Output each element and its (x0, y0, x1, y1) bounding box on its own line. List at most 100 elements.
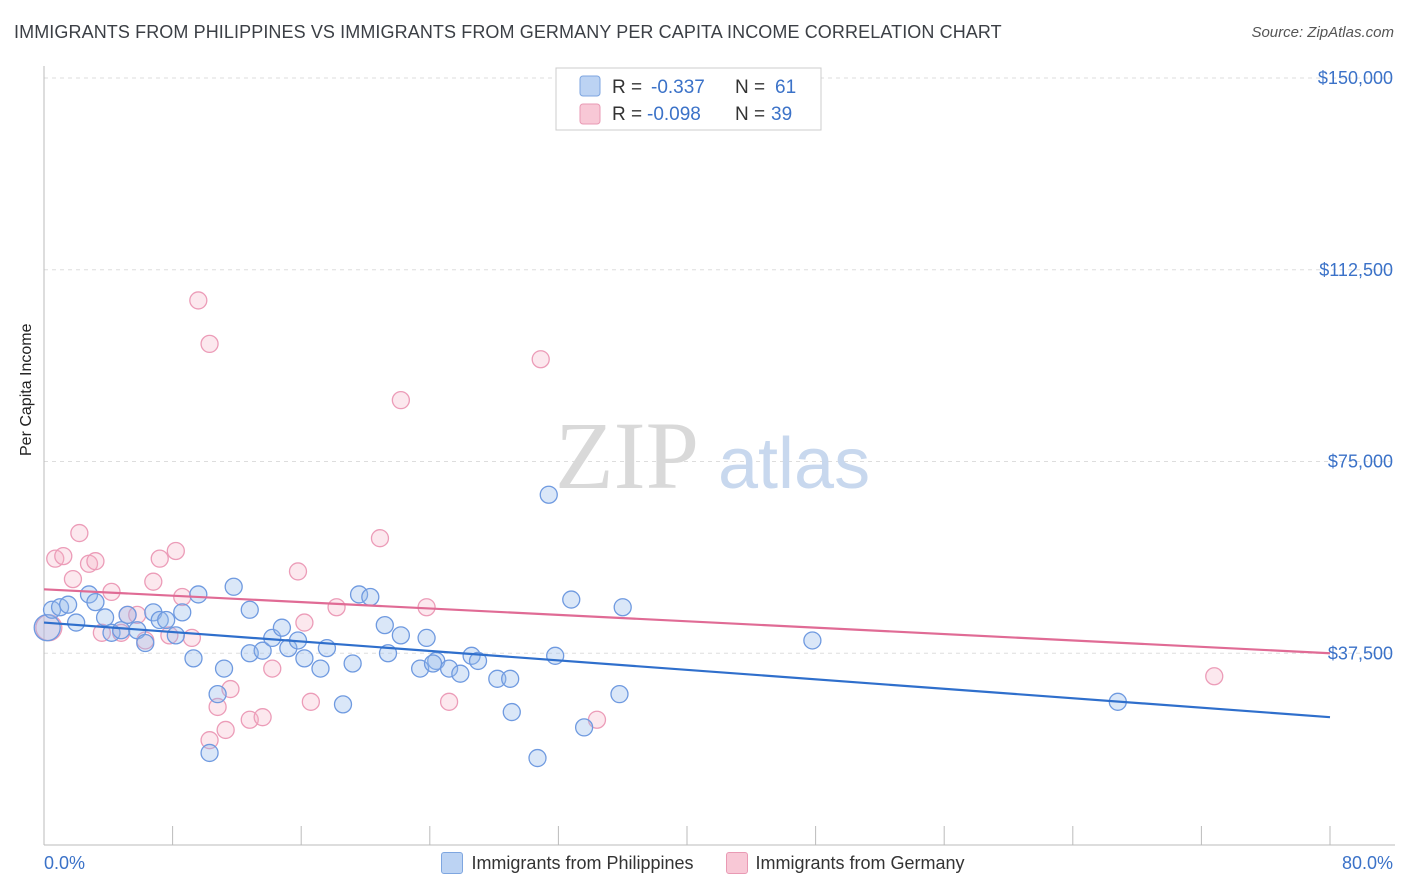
point-philippines-4 (67, 613, 86, 632)
point-philippines-0 (33, 614, 61, 642)
point-philippines-33 (333, 695, 353, 714)
legend-swatch-philippines (579, 75, 601, 97)
legend-label-germany: Immigrants from Germany (755, 852, 965, 873)
y-tick-label-1: $75,000 (1328, 452, 1393, 472)
point-philippines-23 (240, 600, 259, 619)
point-philippines-37 (375, 615, 394, 635)
x-tick-max: 80.0% (1342, 853, 1393, 873)
point-philippines-56 (610, 685, 629, 704)
point-philippines-20 (208, 685, 227, 704)
point-philippines-57 (613, 598, 632, 617)
chart-title: IMMIGRANTS FROM PHILIPPINES VS IMMIGRANT… (14, 22, 1002, 42)
legend-n-value-2: 39 (771, 104, 792, 125)
point-germany-31 (327, 598, 346, 617)
point-philippines-12 (136, 633, 155, 653)
point-philippines-43 (423, 654, 443, 673)
point-philippines-15 (157, 610, 176, 630)
y-tick-label-2: $112,500 (1319, 260, 1393, 280)
point-philippines-44 (439, 659, 459, 678)
legend-swatch-philippines-bottom (441, 852, 464, 874)
point-philippines-10 (118, 605, 137, 625)
point-philippines-19 (184, 649, 203, 668)
legend-r-value-1: -0.337 (651, 77, 705, 98)
series-germany-points (35, 291, 1224, 750)
point-germany-19 (189, 291, 208, 310)
point-philippines-27 (272, 618, 292, 637)
point-philippines-14 (150, 610, 169, 630)
stats-legend: R = -0.337 N = 61 R = -0.098 N = 39 (555, 67, 822, 131)
axes (43, 66, 1395, 846)
legend-r-label-1: R = (612, 77, 642, 98)
legend-swatch-germany (579, 103, 601, 125)
trend-line-philippines (43, 621, 1331, 719)
point-philippines-54 (562, 590, 581, 609)
point-philippines-30 (295, 649, 314, 668)
point-germany-14 (150, 549, 169, 568)
point-philippines-31 (311, 659, 330, 678)
gridlines (44, 77, 1395, 654)
legend-r-label-2: R = (612, 104, 642, 125)
point-philippines-36 (361, 587, 380, 607)
legend-n-label-2: N = (735, 104, 765, 125)
legend-swatch-germany-bottom (725, 852, 748, 874)
point-philippines-6 (86, 592, 105, 612)
legend-r-value-2: -0.098 (647, 104, 701, 125)
point-philippines-55 (574, 718, 594, 737)
point-philippines-41 (417, 628, 436, 648)
point-germany-22 (208, 697, 227, 717)
point-philippines-51 (528, 748, 547, 768)
point-philippines-7 (95, 608, 115, 627)
point-philippines-9 (112, 621, 131, 640)
watermark-zip: ZIP (555, 402, 699, 509)
point-philippines-53 (546, 646, 565, 665)
point-philippines-60 (200, 743, 219, 763)
point-philippines-21 (214, 659, 234, 678)
point-germany-38 (1205, 667, 1224, 686)
point-philippines-47 (468, 651, 488, 671)
trend-lines (43, 588, 1331, 719)
point-germany-20 (200, 334, 219, 354)
y-tick-labels: $37,500 $75,000 $112,500 $150,000 (1318, 68, 1393, 663)
point-germany-29 (295, 613, 314, 632)
point-philippines-35 (349, 585, 369, 604)
point-philippines-52 (539, 485, 558, 504)
point-germany-28 (288, 562, 308, 581)
point-germany-32 (370, 529, 390, 548)
legend-n-value-1: 61 (775, 77, 796, 98)
point-philippines-25 (253, 641, 272, 660)
legend-n-label-1: N = (735, 77, 765, 98)
legend-label-philippines: Immigrants from Philippines (471, 852, 694, 873)
point-philippines-18 (189, 585, 208, 604)
point-germany-21 (200, 731, 219, 750)
trend-line-germany (43, 588, 1331, 655)
watermark-atlas: atlas (718, 424, 870, 504)
point-philippines-16 (166, 626, 185, 645)
point-germany-23 (216, 720, 235, 740)
point-germany-16 (166, 541, 185, 561)
watermark: ZIP atlas (555, 402, 870, 509)
point-philippines-34 (343, 654, 362, 673)
point-philippines-58 (803, 631, 822, 650)
point-philippines-3 (58, 595, 78, 614)
source-label: Source: ZipAtlas.com (1251, 24, 1394, 41)
point-germany-3 (63, 569, 83, 589)
x-tick-labels: 0.0% 80.0% (44, 853, 1393, 873)
point-philippines-48 (488, 669, 507, 688)
point-philippines-22 (224, 577, 243, 596)
point-philippines-45 (451, 664, 470, 683)
x-tick-min: 0.0% (44, 853, 85, 873)
point-germany-6 (86, 552, 105, 571)
point-germany-33 (391, 390, 411, 410)
point-germany-35 (439, 692, 459, 711)
point-germany-30 (301, 692, 320, 711)
y-tick-label-0: $37,500 (1328, 643, 1393, 663)
point-philippines-50 (502, 702, 521, 722)
series-legend: Immigrants from Philippines Immigrants f… (0, 852, 1406, 874)
legend-item-germany: Immigrants from Germany (725, 852, 965, 874)
point-philippines-49 (501, 669, 520, 688)
point-germany-27 (263, 659, 282, 678)
y-tick-label-3: $150,000 (1318, 68, 1393, 88)
point-germany-4 (70, 523, 89, 543)
point-germany-7 (92, 623, 112, 642)
